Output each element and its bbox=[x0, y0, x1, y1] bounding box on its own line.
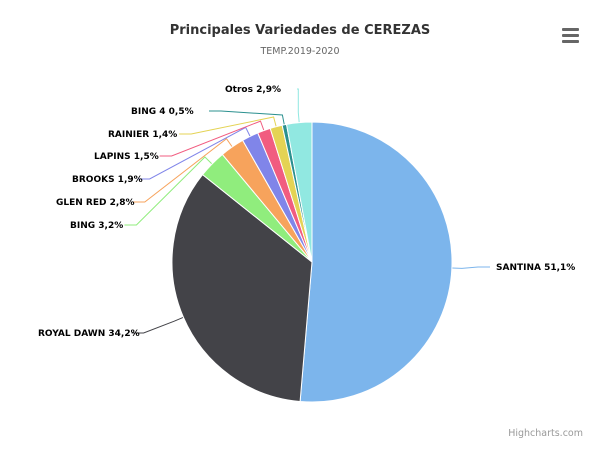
connector-brooks bbox=[137, 126, 251, 180]
pie-slice-santina[interactable] bbox=[299, 121, 453, 403]
connector-lapins bbox=[159, 120, 265, 157]
data-label-santina: SANTINA 51,1% bbox=[496, 263, 575, 273]
connector-santina bbox=[451, 266, 490, 269]
data-label-lapins: LAPINS 1,5% bbox=[94, 152, 159, 162]
connector-bing bbox=[124, 156, 213, 226]
credits-link[interactable]: Highcharts.com bbox=[508, 428, 583, 439]
data-label-bing-4: BING 4 0,5% bbox=[131, 107, 194, 117]
data-labels: SANTINA 51,1% ROYAL DAWN 34,2% BING 3,2% GL… bbox=[38, 85, 575, 339]
connector-glen-red bbox=[132, 137, 233, 203]
data-label-royal-dawn: ROYAL DAWN 34,2% bbox=[38, 329, 140, 339]
data-label-glen-red: GLEN RED 2,8% bbox=[56, 198, 135, 208]
connector-lines bbox=[124, 88, 490, 334]
data-label-bing: BING 3,2% bbox=[70, 221, 123, 231]
connector-rainier bbox=[179, 116, 277, 135]
pie-slice-otros[interactable] bbox=[285, 121, 313, 263]
hamburger-menu-icon[interactable] bbox=[558, 22, 584, 46]
chart-subtitle: TEMP.2019-2020 bbox=[259, 46, 339, 57]
connector-otros bbox=[297, 88, 300, 123]
connector-royal-dawn bbox=[131, 316, 184, 334]
data-label-brooks: BROOKS 1,9% bbox=[72, 175, 143, 185]
pie-slice-royal-dawn[interactable] bbox=[171, 173, 313, 403]
chart-title: Principales Variedades de CEREZAS bbox=[170, 23, 431, 38]
data-label-rainier: RAINIER 1,4% bbox=[108, 130, 177, 140]
connector-bing-4 bbox=[209, 110, 285, 125]
pie-slices bbox=[171, 121, 453, 403]
data-label-otros: Otros 2,9% bbox=[225, 85, 281, 95]
